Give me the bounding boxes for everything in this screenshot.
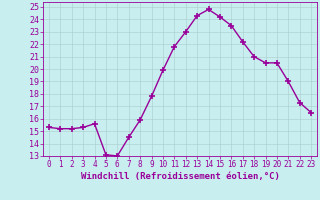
X-axis label: Windchill (Refroidissement éolien,°C): Windchill (Refroidissement éolien,°C) <box>81 172 279 181</box>
